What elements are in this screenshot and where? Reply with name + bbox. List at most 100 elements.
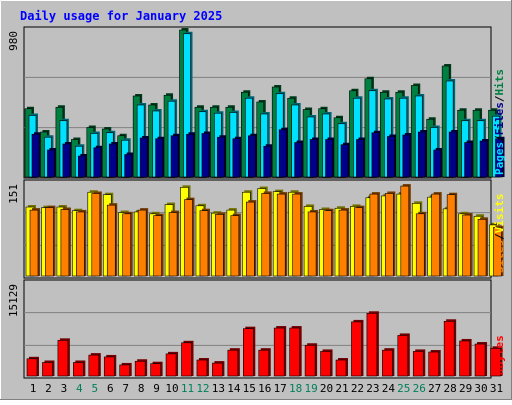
x-tick-label: 7 xyxy=(122,382,129,395)
pages-bar xyxy=(309,139,318,178)
x-tick-label: 27 xyxy=(428,382,441,395)
legend-pages: Pages xyxy=(493,142,506,175)
kbytes-bar xyxy=(320,351,331,377)
panel2-side-label: Sites/Visits xyxy=(493,194,506,274)
kbytes-bar xyxy=(181,342,192,377)
pages-bar xyxy=(78,155,86,178)
sites-bar xyxy=(446,194,456,277)
kbytes-bar xyxy=(335,359,347,377)
sites-bar xyxy=(184,199,193,277)
x-tick-label: 25 xyxy=(397,382,410,395)
pages-bar xyxy=(124,154,132,178)
x-tick-label: 23 xyxy=(366,382,379,395)
x-tick-label: 29 xyxy=(459,382,472,395)
x-tick-label: 18 xyxy=(289,382,302,395)
pages-bar xyxy=(495,138,503,178)
pages-bar xyxy=(248,135,256,178)
sites-bar xyxy=(462,214,471,277)
pages-bar xyxy=(217,136,225,178)
panel3-side-label: KBytes xyxy=(493,335,506,375)
x-tick-label: 6 xyxy=(107,382,114,395)
legend-hits: Hits xyxy=(493,69,506,96)
pages-bar xyxy=(417,131,426,178)
pages-bar xyxy=(201,133,210,178)
x-tick-label: 14 xyxy=(227,382,241,395)
x-tick-label: 8 xyxy=(138,382,145,395)
kbytes-bar xyxy=(119,364,130,377)
kbytes-bar xyxy=(134,360,146,377)
kbytes-bar xyxy=(212,362,223,377)
legend-files: Files xyxy=(493,102,506,135)
x-tick-label: 16 xyxy=(258,382,271,395)
sites-bar xyxy=(153,215,162,277)
kbytes-bar xyxy=(42,362,53,377)
kbytes-bar xyxy=(366,312,378,377)
panel1-ymax-label: 980 xyxy=(7,31,20,51)
kbytes-bar xyxy=(428,351,440,377)
x-tick-label: 9 xyxy=(153,382,160,395)
sites-bar xyxy=(122,213,131,277)
x-tick-label: 28 xyxy=(444,382,457,395)
sites-bar xyxy=(276,193,286,277)
legend-sep1: / xyxy=(493,135,506,142)
sites-bar xyxy=(91,193,101,277)
pages-bar xyxy=(93,147,102,178)
pages-bar xyxy=(263,145,272,178)
sites-bar xyxy=(385,193,394,277)
sites-bar xyxy=(246,201,255,277)
x-tick-label: 13 xyxy=(212,382,225,395)
x-tick-label: 2 xyxy=(45,382,52,395)
legend-sites: Sites xyxy=(493,240,506,273)
kbytes-bar xyxy=(273,327,285,377)
legend-visits: Visits xyxy=(493,194,506,234)
x-tick-label: 4 xyxy=(76,382,83,395)
x-tick-label: 5 xyxy=(91,382,98,395)
kbytes-bar xyxy=(412,351,424,377)
x-tick-label: 12 xyxy=(196,382,209,395)
x-tick-label: 26 xyxy=(413,382,426,395)
sites-bar xyxy=(137,209,147,277)
panel1-bars xyxy=(24,28,505,178)
sites-bar xyxy=(338,209,348,277)
pages-bar xyxy=(139,137,148,178)
x-tick-label: 21 xyxy=(335,382,348,395)
kbytes-bar xyxy=(26,358,38,377)
x-tick-label: 11 xyxy=(181,382,194,395)
kbytes-bar xyxy=(150,363,161,377)
pages-bar xyxy=(278,129,287,178)
x-tick-label: 20 xyxy=(320,382,333,395)
x-tick-label: 22 xyxy=(351,382,364,395)
panel1-side-label: Pages/Files/Hits xyxy=(493,69,506,175)
x-tick-label: 17 xyxy=(274,382,287,395)
sites-bar xyxy=(261,193,271,277)
sites-bar xyxy=(493,227,502,277)
kbytes-bar xyxy=(165,353,177,377)
pages-bar xyxy=(479,140,488,178)
x-tick-label: 30 xyxy=(474,382,487,395)
pages-bar xyxy=(402,134,411,178)
pages-bar xyxy=(448,131,457,178)
pages-bar xyxy=(371,132,380,178)
kbytes-bar xyxy=(243,328,254,377)
kbytes-bar xyxy=(73,362,84,377)
kbytes-bar xyxy=(382,349,393,377)
kbytes-bar xyxy=(258,349,270,377)
pages-bar xyxy=(356,139,364,178)
chart-title: Daily usage for January 2025 xyxy=(20,9,222,23)
x-tick-label: 24 xyxy=(382,382,396,395)
kbytes-bar xyxy=(88,354,100,377)
panel3-ymax-label: 15129 xyxy=(7,284,20,317)
sites-bar xyxy=(168,212,178,277)
kbytes-bar xyxy=(474,343,486,377)
x-tick-label: 10 xyxy=(165,382,178,395)
sites-bar xyxy=(292,193,301,277)
sites-bar xyxy=(307,211,317,277)
sites-bar xyxy=(106,204,116,277)
pages-bar xyxy=(325,139,333,178)
pages-bar xyxy=(232,138,241,178)
x-tick-label: 31 xyxy=(490,382,503,395)
kbytes-bar xyxy=(397,335,409,377)
kbytes-bar xyxy=(304,344,316,377)
pages-bar xyxy=(31,133,40,178)
